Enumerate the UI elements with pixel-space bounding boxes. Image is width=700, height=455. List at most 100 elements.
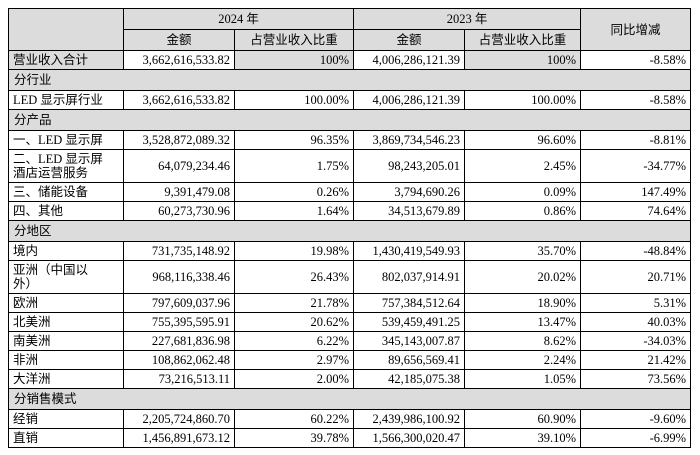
amount-2023-cell: 4,006,286,121.39 bbox=[353, 90, 466, 110]
yoy-cell: -34.77% bbox=[580, 149, 692, 183]
row-region-africa: 非洲 108,862,062.48 2.97% 89,656,569.41 2.… bbox=[8, 350, 692, 370]
yoy-cell: 40.03% bbox=[580, 312, 692, 332]
ratio-2024-cell: 2.00% bbox=[233, 369, 355, 389]
header-row-metrics: 金额 占营业收入比重 金额 占营业收入比重 bbox=[9, 29, 691, 51]
section-label: 分产品 bbox=[7, 109, 692, 131]
amount-2023-cell: 98,243,205.01 bbox=[353, 149, 466, 183]
label-cell: 二、LED 显示屏 酒店运营服务 bbox=[8, 149, 124, 183]
label-cell: 三、储能设备 bbox=[8, 182, 124, 202]
amount-2024-cell: 73,216,513.11 bbox=[123, 369, 235, 389]
ratio-2024-cell: 19.98% bbox=[233, 241, 355, 261]
ratio-2023-cell: 20.02% bbox=[464, 260, 582, 294]
row-region-oceania: 大洋洲 73,216,513.11 2.00% 42,185,075.38 1.… bbox=[8, 369, 692, 389]
row-sales-direct: 直销 1,456,891,673.12 39.78% 1,566,300,020… bbox=[8, 428, 692, 448]
amount-2024-cell: 797,609,037.96 bbox=[123, 293, 235, 313]
yoy-cell: 20.71% bbox=[580, 260, 692, 294]
col-header-2023: 2023 年 bbox=[353, 8, 582, 30]
col-header-amount-2023: 金额 bbox=[353, 29, 466, 51]
section-label: 分地区 bbox=[7, 220, 692, 242]
label-cell: 欧洲 bbox=[8, 293, 124, 313]
ratio-2023-cell: 0.86% bbox=[464, 201, 582, 221]
ratio-2024-cell: 20.62% bbox=[233, 312, 355, 332]
label-cell: 营业收入合计 bbox=[8, 50, 124, 70]
ratio-2023-cell: 60.90% bbox=[464, 409, 582, 429]
amount-2023-cell: 539,459,491.25 bbox=[353, 312, 466, 332]
label-cell: 一、LED 显示屏 bbox=[8, 130, 124, 150]
label-cell: 亚洲（中国以 外） bbox=[8, 260, 124, 294]
amount-2023-cell: 2,439,986,100.92 bbox=[353, 409, 466, 429]
amount-2023-cell: 4,006,286,121.39 bbox=[353, 50, 466, 70]
amount-2024-cell: 3,528,872,089.32 bbox=[123, 130, 235, 150]
amount-2023-cell: 1,430,419,549.93 bbox=[353, 241, 466, 261]
row-region-europe: 欧洲 797,609,037.96 21.78% 757,384,512.64 … bbox=[8, 293, 692, 313]
ratio-2023-cell: 8.62% bbox=[464, 331, 582, 351]
ratio-2023-cell: 1.05% bbox=[464, 369, 582, 389]
label-cell: 直销 bbox=[8, 428, 124, 448]
yoy-cell: 147.49% bbox=[580, 182, 692, 202]
row-region-north-america: 北美洲 755,395,595.91 20.62% 539,459,491.25… bbox=[8, 312, 692, 332]
label-cell: 北美洲 bbox=[8, 312, 124, 332]
header-row-years: 2024 年 2023 年 同比增减 bbox=[8, 8, 692, 51]
row-region-south-america: 南美洲 227,681,836.98 6.22% 345,143,007.87 … bbox=[8, 331, 692, 351]
col-header-yoy: 同比增减 bbox=[580, 8, 692, 51]
yoy-cell: -8.58% bbox=[580, 50, 692, 70]
amount-2023-cell: 1,566,300,020.47 bbox=[353, 428, 466, 448]
row-product-led-display: 一、LED 显示屏 3,528,872,089.32 96.35% 3,869,… bbox=[8, 130, 692, 150]
ratio-2024-cell: 0.26% bbox=[233, 182, 355, 202]
label-cell: 境内 bbox=[8, 241, 124, 261]
label-cell: 大洋洲 bbox=[8, 369, 124, 389]
ratio-2024-cell: 1.64% bbox=[233, 201, 355, 221]
ratio-2023-cell: 2.45% bbox=[464, 149, 582, 183]
amount-2023-cell: 345,143,007.87 bbox=[353, 331, 466, 351]
label-cell: 四、其他 bbox=[8, 201, 124, 221]
ratio-2024-cell: 100% bbox=[233, 50, 355, 70]
section-by-industry: 分行业 bbox=[7, 69, 692, 91]
amount-2023-cell: 757,384,512.64 bbox=[353, 293, 466, 313]
ratio-2024-cell: 6.22% bbox=[233, 331, 355, 351]
amount-2023-cell: 3,794,690.26 bbox=[353, 182, 466, 202]
label-cell: 经销 bbox=[8, 409, 124, 429]
ratio-2024-cell: 2.97% bbox=[233, 350, 355, 370]
amount-2023-cell: 89,656,569.41 bbox=[353, 350, 466, 370]
amount-2023-cell: 802,037,914.91 bbox=[353, 260, 466, 294]
amount-2024-cell: 731,735,148.92 bbox=[123, 241, 235, 261]
ratio-2024-cell: 26.43% bbox=[233, 260, 355, 294]
ratio-2024-cell: 60.22% bbox=[233, 409, 355, 429]
label-cell: LED 显示屏行业 bbox=[8, 90, 124, 110]
section-label: 分销售模式 bbox=[7, 388, 692, 410]
ratio-2023-cell: 2.24% bbox=[464, 350, 582, 370]
amount-2024-cell: 2,205,724,860.70 bbox=[123, 409, 235, 429]
row-sales-distribution: 经销 2,205,724,860.70 60.22% 2,439,986,100… bbox=[8, 409, 692, 429]
section-label: 分行业 bbox=[7, 69, 692, 91]
ratio-2023-cell: 0.09% bbox=[464, 182, 582, 202]
amount-2024-cell: 60,273,730.96 bbox=[123, 201, 235, 221]
amount-2024-cell: 3,662,616,533.82 bbox=[123, 50, 235, 70]
section-by-product: 分产品 bbox=[7, 109, 692, 131]
amount-2024-cell: 968,116,338.46 bbox=[123, 260, 235, 294]
amount-2023-cell: 34,513,679.89 bbox=[353, 201, 466, 221]
yoy-cell: -48.84% bbox=[580, 241, 692, 261]
ratio-2024-cell: 21.78% bbox=[233, 293, 355, 313]
yoy-cell: -8.58% bbox=[580, 90, 692, 110]
section-by-region: 分地区 bbox=[7, 220, 692, 242]
corner-cell bbox=[8, 8, 124, 51]
section-by-sales-model: 分销售模式 bbox=[7, 388, 692, 410]
row-region-domestic: 境内 731,735,148.92 19.98% 1,430,419,549.9… bbox=[8, 241, 692, 261]
yoy-cell: -8.81% bbox=[580, 130, 692, 150]
ratio-2023-cell: 100.00% bbox=[464, 90, 582, 110]
amount-2024-cell: 755,395,595.91 bbox=[123, 312, 235, 332]
ratio-2024-cell: 39.78% bbox=[233, 428, 355, 448]
label-cell: 非洲 bbox=[8, 350, 124, 370]
ratio-2023-cell: 96.60% bbox=[464, 130, 582, 150]
col-header-ratio-2024: 占营业收入比重 bbox=[233, 29, 355, 51]
yoy-cell: -34.03% bbox=[580, 331, 692, 351]
ratio-2024-cell: 100.00% bbox=[233, 90, 355, 110]
revenue-breakdown-table: 2024 年 2023 年 同比增减 金额 占营业收入比重 金额 占营业收入比重… bbox=[7, 8, 692, 448]
ratio-2024-cell: 96.35% bbox=[233, 130, 355, 150]
row-led-industry: LED 显示屏行业 3,662,616,533.82 100.00% 4,006… bbox=[8, 90, 692, 110]
ratio-2023-cell: 18.90% bbox=[464, 293, 582, 313]
ratio-2024-cell: 1.75% bbox=[233, 149, 355, 183]
ratio-2023-cell: 100% bbox=[464, 50, 582, 70]
row-product-energy-storage: 三、储能设备 9,391,479.08 0.26% 3,794,690.26 0… bbox=[8, 182, 692, 202]
